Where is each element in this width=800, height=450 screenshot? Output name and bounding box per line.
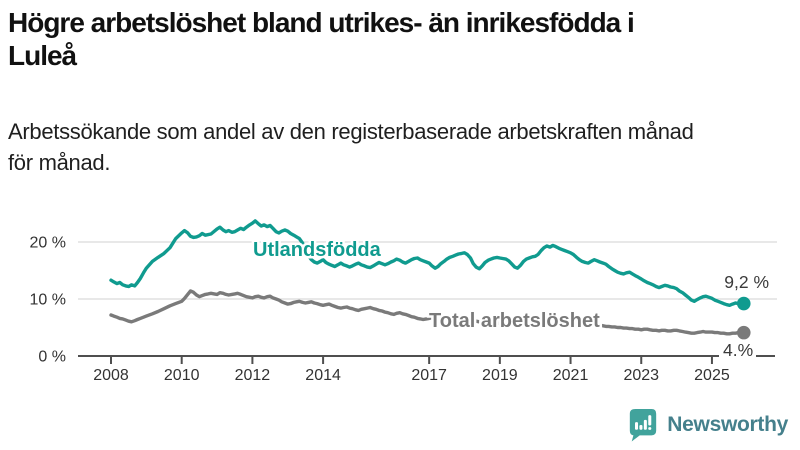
- chart-subtitle-line-1: Arbetssökande som andel av den registerb…: [8, 119, 694, 144]
- line-chart: 2008 2010 2012 2014 2017 2019 2021 2023 2025 0 % 1…: [30, 219, 777, 384]
- chart-area: 2008 2010 2012 2014 2017 2019 2021 2023 2025 0 % 1…: [0, 189, 800, 404]
- series-line: [109, 289, 746, 336]
- logo-bar-3: [644, 419, 648, 430]
- chart-header: Högre arbetslöshet bland utrikes- än inr…: [0, 0, 800, 178]
- newsworthy-logo[interactable]: Newsworthy: [627, 407, 788, 443]
- logo-exclamation-dot: [648, 427, 652, 430]
- y-tick-label: 0 %: [38, 349, 66, 366]
- end-label-bg: [719, 342, 756, 359]
- x-tick-label: 2017: [411, 367, 447, 384]
- chart-title-line-1: Högre arbetslöshet bland utrikes- än inr…: [8, 7, 635, 38]
- x-tick-label: 2014: [305, 367, 341, 384]
- chart-subtitle-line-2: för månad.: [8, 150, 111, 175]
- chart-title: Högre arbetslöshet bland utrikes- än inr…: [8, 6, 792, 72]
- logo-exclamation-bar: [648, 415, 652, 426]
- newsworthy-wordmark: Newsworthy: [667, 413, 788, 436]
- y-tick-label: 20 %: [30, 235, 66, 252]
- chart-subtitle: Arbetssökande som andel av den registerb…: [8, 116, 792, 178]
- x-tick-label: 2010: [164, 367, 200, 384]
- series-end-value-label: 9,2 %: [724, 272, 769, 292]
- newsworthy-logo-icon: [630, 409, 657, 442]
- series-label: Utlandsfödda: [253, 239, 382, 261]
- x-tick-label: 2025: [694, 367, 730, 384]
- speech-bubble-shape: [630, 409, 657, 442]
- series-line: [109, 219, 746, 308]
- chart-title-line-2: Luleå: [8, 40, 77, 71]
- x-tick-label: 2012: [235, 367, 271, 384]
- footer: Newsworthy: [627, 406, 788, 444]
- logo-bar-2: [639, 425, 643, 430]
- series-label: Total arbetslöshet: [429, 310, 600, 332]
- x-tick-label: 2023: [623, 367, 659, 384]
- logo-bar-1: [635, 422, 639, 430]
- y-tick-label: 10 %: [30, 292, 66, 309]
- x-tick-label: 2021: [553, 367, 589, 384]
- series-end-dot: [736, 325, 751, 340]
- series-end-value-label: 4.%: [723, 340, 753, 360]
- series-end-dot: [736, 296, 751, 311]
- x-tick-label: 2008: [93, 367, 129, 384]
- x-tick-label: 2019: [482, 367, 518, 384]
